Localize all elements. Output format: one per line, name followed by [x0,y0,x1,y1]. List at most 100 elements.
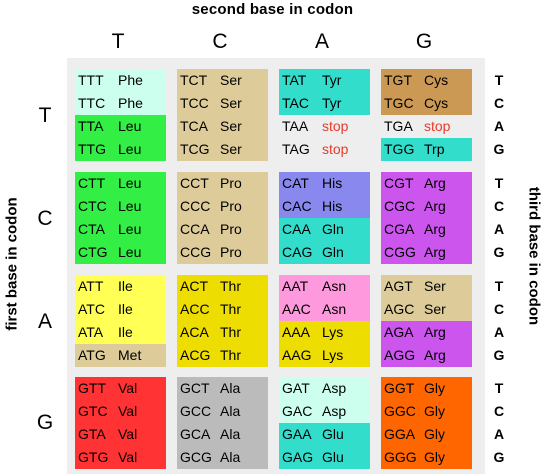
amino-acid-label: Val [118,426,138,442]
codon-label: AAC [282,301,311,317]
codon-cell-tag: TAG stop [279,138,370,161]
codon-cell-gga: GGA Gly [381,423,472,446]
codon-cell-ata: ATA Ile [75,321,166,344]
codon-label: TCC [180,95,209,111]
codon-label: TAG [282,141,310,157]
codon-cell-gca: GCA Ala [177,423,268,446]
amino-acid-label: Val [118,449,138,465]
stop-codon-label: stop [322,118,349,134]
codon-label: AGT [384,278,413,294]
codon-label: GGG [384,449,417,465]
codon-label: CAT [282,175,309,191]
codon-label: TAT [282,72,307,88]
codon-label: GAT [282,380,310,396]
codon-label: TGA [384,118,413,134]
codon-cell-aga: AGA Arg [381,321,472,344]
amino-acid-label: His [322,198,343,214]
codon-label: AAT [282,278,309,294]
amino-acid-label: Tyr [322,95,342,111]
third-base-t: T [494,380,504,396]
third-base-a: A [493,221,505,237]
codon-label: GCT [180,380,210,396]
amino-acid-label: Pro [220,198,242,214]
codon-label: ACG [180,347,211,363]
codon-label: CCC [180,198,211,214]
codon-cell-tgt: TGT Cys [381,69,472,92]
amino-acid-label: Arg [424,175,446,191]
amino-acid-label: Arg [424,198,446,214]
amino-acid-label: Gly [424,380,445,396]
third-base-label: third base in codon [525,186,543,326]
codon-label: TTT [78,72,104,88]
codon-label: AGA [384,324,414,340]
amino-acid-label: Ile [118,278,133,294]
codon-cell-ttc: TTC Phe [75,92,166,115]
codon-cell-gtg: GTG Val [75,446,166,469]
amino-acid-label: Asn [322,301,347,317]
codon-label: CAA [282,221,311,237]
amino-acid-label: Phe [118,95,143,111]
codon-label: CAC [282,198,312,214]
codon-label: ATG [78,347,106,363]
amino-acid-label: Ala [220,426,241,442]
codon-cell-tgg: TGG Trp [381,138,472,161]
amino-acid-label: Tyr [322,72,342,88]
codon-cell-acg: ACG Thr [177,344,268,367]
amino-acid-label: Pro [220,244,242,260]
codon-cell-ggt: GGT Gly [381,377,472,400]
codon-label: GCA [180,426,211,442]
codon-label: CGC [384,198,416,214]
codon-cell-aac: AAC Asn [279,298,370,321]
codon-label: GCG [180,449,212,465]
third-base-c: C [493,95,505,111]
codon-label: TTA [78,118,104,134]
amino-acid-label: Val [118,380,138,396]
codon-cell-act: ACT Thr [177,275,268,298]
codon-cell-ctc: CTC Leu [75,195,166,218]
codon-cell-agc: AGC Ser [381,298,472,321]
codon-label: TGC [384,95,414,111]
amino-acid-label: Phe [118,72,143,88]
amino-acid-label: Ser [424,301,446,317]
amino-acid-label: Leu [118,175,142,191]
amino-acid-label: Ile [118,301,133,317]
codon-cell-cca: CCA Pro [177,218,268,241]
amino-acid-label: Pro [220,175,242,191]
codon-label: TTC [78,95,106,111]
third-base-a: A [493,426,505,442]
amino-acid-label: Asn [322,278,347,294]
amino-acid-label: Gln [322,244,344,260]
amino-acid-label: His [322,175,343,191]
codon-label: AGG [384,347,416,363]
third-base-g: G [493,141,505,157]
codon-label: GTA [78,426,106,442]
amino-acid-label: Ile [118,324,133,340]
amino-acid-label: Ser [220,72,242,88]
codon-cell-agg: AGG Arg [381,344,472,367]
codon-label: CGA [384,221,415,237]
codon-cell-tac: TAC Tyr [279,92,370,115]
third-base-a: A [493,324,505,340]
third-base-g: G [493,449,505,465]
amino-acid-label: Asp [322,403,347,419]
row-header-t: T [38,104,52,127]
codon-cell-atc: ATC Ile [75,298,166,321]
amino-acid-label: Pro [220,221,242,237]
amino-acid-label: Arg [424,244,446,260]
codon-cell-ccg: CCG Pro [177,241,268,264]
amino-acid-label: Thr [220,347,241,363]
codon-cell-ttt: TTT Phe [75,69,166,92]
codon-cell-aag: AAG Lys [279,344,370,367]
codon-cell-cgt: CGT Arg [381,172,472,195]
amino-acid-label: Val [118,403,138,419]
codon-label: CCT [180,175,209,191]
amino-acid-label: Ala [220,449,241,465]
row-header-g: G [36,411,54,434]
codon-label: CCG [180,244,212,260]
codon-cell-ggg: GGG Gly [381,446,472,469]
codon-cell-tgc: TGC Cys [381,92,472,115]
third-base-t: T [494,278,504,294]
second-base-title: second base in codon [191,1,354,18]
amino-acid-label: Leu [118,118,142,134]
amino-acid-label: Lys [322,347,344,363]
